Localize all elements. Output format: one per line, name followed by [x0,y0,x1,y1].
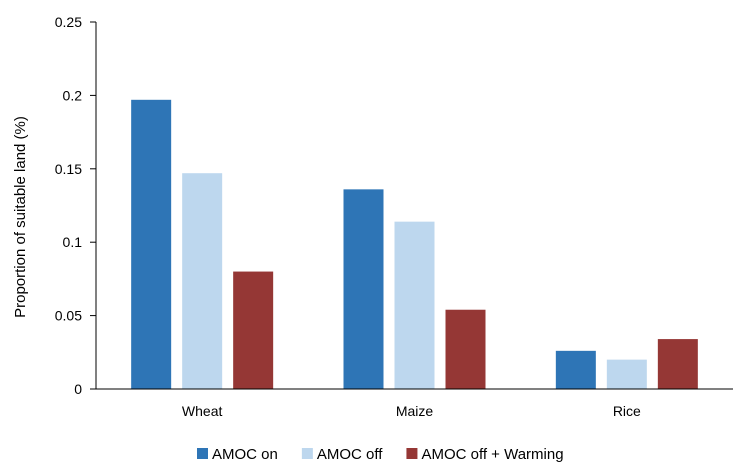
legend-swatch [301,448,313,459]
legend-label: AMOC off [317,446,383,463]
bar-maize-2 [394,221,435,389]
bar-wheat-2 [182,173,223,389]
y-tick-label: 0 [74,381,82,397]
legend-label: AMOC off + Warming [421,446,563,463]
bar-maize-1 [343,189,384,389]
legend-swatch [406,448,418,459]
y-tick-label: 0.15 [55,161,82,177]
y-axis: 0 0.05 0.1 0.15 0.2 0.25 [55,14,97,397]
x-category-label: Maize [396,403,434,419]
bar-rice-2 [606,359,647,389]
y-tick-label: 0.2 [63,87,83,103]
x-axis: Wheat Maize Rice [96,388,733,419]
legend-label: AMOC on [212,446,278,463]
y-tick-label: 0.25 [55,14,82,30]
legend: AMOC on AMOC off AMOC off + Warming [197,446,564,463]
y-tick-label: 0.05 [55,308,82,324]
bar-rice-3 [657,339,698,389]
legend-swatch [197,448,208,459]
bar-wheat-1 [131,99,172,389]
bars [131,99,698,389]
x-category-label: Rice [613,403,641,419]
bar-rice-1 [555,350,596,389]
bar-maize-3 [445,309,486,389]
bar-wheat-3 [233,271,274,389]
x-category-label: Wheat [182,403,223,419]
y-axis-title: Proportion of suitable land (%) [12,116,29,318]
y-tick-label: 0.1 [63,234,83,250]
